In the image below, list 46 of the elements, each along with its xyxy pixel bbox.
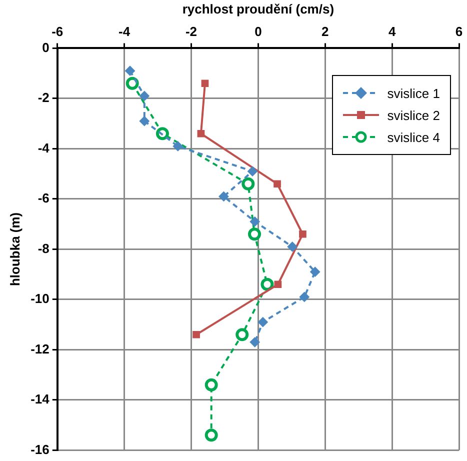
y-tick-label: -4: [38, 140, 50, 156]
x-axis-title: rychlost proudění (cm/s): [182, 1, 334, 16]
point: [274, 280, 282, 288]
x-tick-label: -4: [118, 24, 131, 39]
point: [204, 378, 218, 392]
point: [201, 80, 209, 88]
x-tick-label: -2: [185, 24, 198, 39]
point: [236, 328, 249, 342]
y-tick-label: -2: [38, 90, 50, 106]
point: [287, 242, 298, 252]
point: [139, 90, 150, 101]
x-tick-label: -6: [52, 24, 64, 39]
point: [172, 141, 183, 152]
y-axis-title: hloubka (m): [7, 212, 22, 286]
point: [299, 292, 310, 302]
point: [126, 76, 139, 90]
point: [204, 428, 218, 442]
point: [248, 166, 258, 176]
x-tick-label: 2: [322, 24, 329, 39]
point: [242, 177, 255, 190]
point: [197, 130, 205, 138]
y-tick-label: -8: [38, 240, 50, 256]
point: [250, 216, 260, 227]
legend-label: svislice 1: [387, 86, 440, 101]
point: [125, 66, 136, 76]
point: [260, 278, 274, 291]
point: [218, 191, 229, 202]
y-tick-label: -16: [30, 442, 50, 457]
point: [248, 228, 262, 241]
y-tick-label: -12: [30, 341, 50, 356]
y-tick-label: -10: [30, 291, 50, 306]
y-tick-label: 0: [42, 40, 50, 55]
point: [192, 330, 200, 338]
point: [274, 180, 281, 188]
point: [139, 116, 150, 126]
legend-label: svislice 2: [387, 108, 440, 123]
y-tick-label: -6: [38, 190, 50, 206]
legend-label: svislice 4: [387, 130, 440, 145]
x-tick-label: 4: [388, 24, 396, 39]
point: [250, 337, 260, 348]
x-tick-label: 0: [254, 24, 262, 39]
point: [310, 266, 320, 277]
point: [299, 230, 306, 238]
x-tick-label: 6: [455, 24, 463, 39]
point: [258, 317, 268, 328]
y-tick-label: -14: [30, 392, 50, 407]
